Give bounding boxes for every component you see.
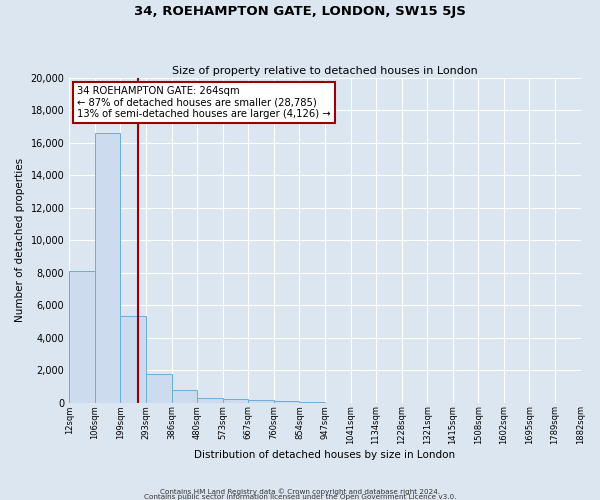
Text: 34 ROEHAMPTON GATE: 264sqm
← 87% of detached houses are smaller (28,785)
13% of : 34 ROEHAMPTON GATE: 264sqm ← 87% of deta… (77, 86, 331, 119)
Bar (172, 390, 197, 402)
Title: Size of property relative to detached houses in London: Size of property relative to detached ho… (172, 66, 478, 76)
Bar (223, 399, 248, 402)
Y-axis label: Number of detached properties: Number of detached properties (15, 158, 25, 322)
Bar (121, 316, 146, 402)
Text: 34, ROEHAMPTON GATE, LONDON, SW15 5JS: 34, ROEHAMPTON GATE, LONDON, SW15 5JS (134, 5, 466, 18)
Bar (248, 400, 274, 402)
Bar (197, 398, 223, 402)
Bar (146, 374, 172, 402)
Bar (69, 271, 95, 402)
Text: Contains public sector information licensed under the Open Government Licence v3: Contains public sector information licen… (144, 494, 456, 500)
Bar (95, 133, 121, 402)
X-axis label: Distribution of detached houses by size in London: Distribution of detached houses by size … (194, 450, 455, 460)
Text: Contains HM Land Registry data © Crown copyright and database right 2024.: Contains HM Land Registry data © Crown c… (160, 488, 440, 495)
